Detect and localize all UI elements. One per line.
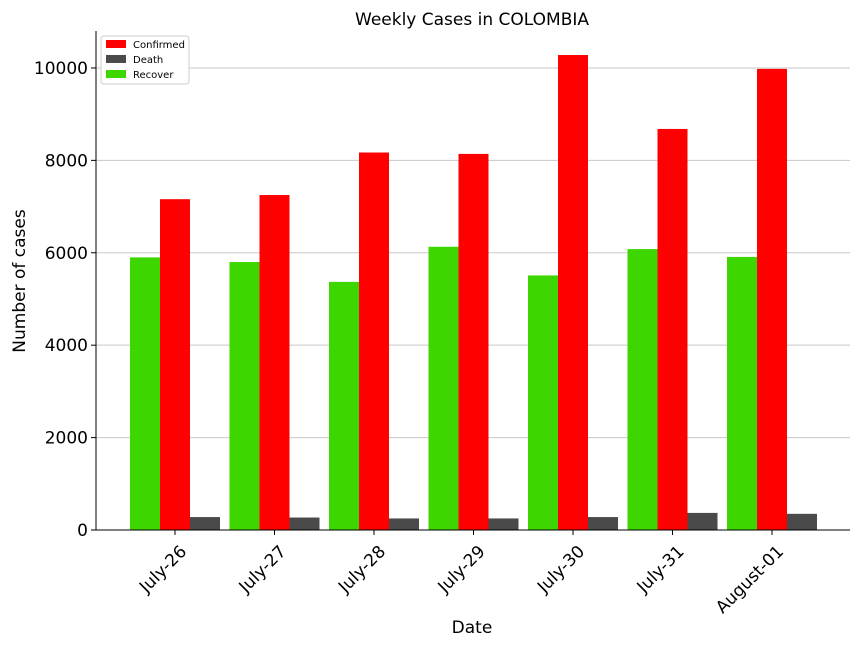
x-ticks: July-26 July-27 July-28 July-29 July-30 July-… [135,530,788,618]
y-tick-label: 2000 [45,429,88,449]
bar-recover-july-26 [130,257,160,530]
bar-death-july-31 [687,512,718,530]
chart-title: Weekly Cases in COLOMBIA [355,10,589,30]
bar-confirmed-august-01 [757,68,787,531]
bar-confirmed-july-30 [558,55,588,530]
x-tick-label: July-30 [533,542,589,598]
y-ticks: 0 2000 4000 6000 8000 10000 [34,59,96,541]
legend-swatch-recover [106,70,126,78]
bar-recover-july-31 [627,249,658,530]
x-tick-label: August-01 [712,542,788,618]
x-tick-label: July-27 [235,542,291,598]
bar-confirmed-july-29 [458,153,489,530]
x-tick-label: July-31 [633,542,689,598]
bar-confirmed-july-27 [259,195,290,531]
legend: Confirmed Death Recover [100,35,190,85]
x-tick-label: July-26 [135,542,191,598]
y-tick-label: 4000 [45,336,88,356]
y-tick-label: 8000 [45,151,88,171]
bar-confirmed-july-28 [359,152,389,530]
y-tick-label: 10000 [34,59,88,79]
x-tick-label: July-28 [334,542,390,598]
legend-label-death: Death [133,55,163,66]
bar-recover-august-01 [727,256,757,530]
bar-death-july-26 [190,517,220,530]
bar-recover-july-29 [428,246,459,530]
y-axis-label: Number of cases [10,209,30,353]
bar-confirmed-july-31 [657,128,688,531]
x-tick-label: July-29 [434,542,490,598]
bars [130,55,817,531]
y-tick-label: 6000 [45,244,88,264]
legend-label-confirmed: Confirmed [133,40,185,51]
bar-recover-july-27 [229,262,260,530]
bar-confirmed-july-26 [160,199,190,530]
bar-recover-july-30 [528,275,558,530]
legend-swatch-confirmed [106,40,126,48]
bar-death-august-01 [787,513,817,530]
bar-recover-july-28 [329,281,359,530]
x-axis-label: Date [452,618,493,638]
bar-death-july-28 [389,518,419,530]
bar-death-july-27 [289,517,320,530]
legend-swatch-death [106,55,126,63]
y-tick-label: 0 [77,521,88,541]
bar-death-july-30 [588,517,618,530]
bar-death-july-29 [488,518,519,530]
legend-label-recover: Recover [133,70,174,81]
